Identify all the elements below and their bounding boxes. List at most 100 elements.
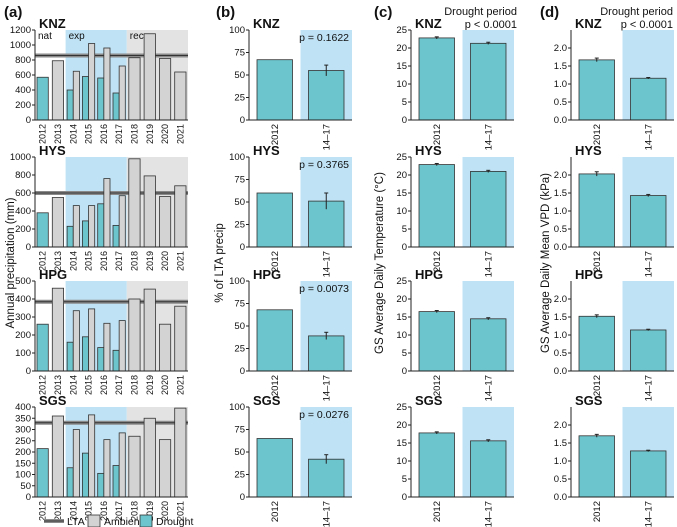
d-HYS-ytick-label: 0.0 <box>554 242 567 253</box>
a-HPG-xtick-label: 2014 <box>68 375 78 395</box>
d-SGS-ytick-label: 1.0 <box>554 456 567 467</box>
a-SGS-ytick-label: 250 <box>15 436 31 447</box>
a-SGS-xtick-label: 2021 <box>175 501 185 521</box>
a-HYS-bar-ambient-2015 <box>88 205 96 248</box>
b-site-title-KNZ: KNZ <box>253 16 280 31</box>
b-HPG-ytick-label: 100 <box>229 276 245 287</box>
a-KNZ-bar-drought-2012 <box>36 76 49 121</box>
b-HYS-ytick-label: 75 <box>234 175 245 186</box>
b-HYS-ytick-label: 100 <box>229 152 245 163</box>
a-period-label-rec: rec <box>130 31 144 42</box>
a-HYS-bar-ambient-2014 <box>72 205 80 248</box>
d-HYS-ytick-label: 1.5 <box>554 188 567 199</box>
a-SGS-ytick-label: 200 <box>15 447 31 458</box>
d-HPG-ytick-label: 0.5 <box>554 348 567 359</box>
c-site-title-KNZ: KNZ <box>415 16 442 31</box>
a-SGS-xtick-label: 2015 <box>84 501 94 521</box>
a-HPG-xtick-label: 2012 <box>38 375 48 395</box>
a-SGS-xtick-label: 2016 <box>99 501 109 521</box>
a-HPG-bar-drought-2012 <box>36 323 49 372</box>
a-HYS-xtick-label: 2014 <box>68 251 78 271</box>
a-HPG-ytick-label: 100 <box>15 348 31 359</box>
a-KNZ-xtick-label: 2012 <box>38 124 48 144</box>
a-KNZ-ytick-label: 800 <box>15 55 31 66</box>
c-HYS-xtick-label: 2012 <box>432 251 443 272</box>
a-SGS-xtick-label: 2019 <box>145 501 155 521</box>
a-HYS-bar-ambient-2020 <box>158 196 172 248</box>
d-HPG-ytick-label: 0.0 <box>554 366 567 377</box>
d-HYS-ytick-label: 1.0 <box>554 206 567 217</box>
b-HPG-ytick-label: 75 <box>234 299 245 310</box>
a-HPG-xtick-label: 2015 <box>84 375 94 395</box>
a-SGS-ytick-label: 100 <box>15 470 31 481</box>
a-HYS-ytick-label: 200 <box>15 224 31 235</box>
a-SGS-bar-ambient-2014 <box>72 429 80 498</box>
b-SGS-ytick-label: 50 <box>234 447 245 458</box>
a-KNZ-ytick-label: 600 <box>15 70 31 81</box>
b-HYS-ytick-label: 0 <box>240 242 245 253</box>
a-HYS-bar-ambient-2016 <box>103 178 111 248</box>
b-HPG-ytick-label: 0 <box>240 366 245 377</box>
d-site-title-HPG: HPG <box>575 267 603 282</box>
a-HYS-bar-drought-2016 <box>97 203 105 248</box>
d-HPG-ytick-label: 1.0 <box>554 330 567 341</box>
b-HPG-xtick-label: 14–17 <box>321 375 332 401</box>
legend-drought-swatch <box>139 514 153 527</box>
a-HYS-bar-ambient-2018 <box>128 158 141 248</box>
c-HPG-xtick-label: 2012 <box>432 375 443 396</box>
d-KNZ-xtick-label: 2012 <box>592 124 603 145</box>
a-KNZ-xtick-label: 2019 <box>145 124 155 144</box>
a-SGS-bar-ambient-2020 <box>158 439 172 498</box>
a-HYS-ytick-label: 1000 <box>10 152 31 163</box>
a-KNZ-bar-drought-2017 <box>112 92 120 121</box>
c-HPG-ytick-label: 0 <box>402 366 407 377</box>
c-KNZ-bar-2012 <box>418 37 455 121</box>
a-HYS-ytick-label: 800 <box>15 170 31 181</box>
d-KNZ-bar-14–17 <box>630 77 667 121</box>
a-HPG-bar-drought-2016 <box>97 347 105 372</box>
b-SGS-p-value: p = 0.0276 <box>299 409 349 421</box>
a-SGS-bar-drought-2017 <box>112 465 120 498</box>
a-ylabel: Annual precipitation (mm) <box>5 197 17 328</box>
c-KNZ-xtick-label: 2012 <box>432 124 443 145</box>
a-HPG-ytick-label: 500 <box>15 276 31 287</box>
b-ylabel: % of LTA precip <box>214 223 226 302</box>
d-site-title-HYS: HYS <box>575 143 602 158</box>
a-HPG-bar-drought-2017 <box>112 349 120 372</box>
a-HPG-ytick-label: 0 <box>26 366 31 377</box>
c-HYS-ytick-label: 5 <box>402 224 407 235</box>
d-SGS-bar-2012 <box>578 435 615 498</box>
a-HYS-xtick-label: 2013 <box>53 251 63 271</box>
b-SGS-xtick-label: 14–17 <box>321 501 332 527</box>
b-HPG-ytick-label: 50 <box>234 321 245 332</box>
a-SGS-ytick-label: 300 <box>15 425 31 436</box>
a-KNZ-bar-ambient-2016 <box>103 47 111 121</box>
c-KNZ-ytick-label: 5 <box>402 97 407 108</box>
a-SGS-bar-ambient-2013 <box>51 415 64 498</box>
d-HYS-ytick-label: 2.0 <box>554 170 567 181</box>
a-HYS-xtick-label: 2021 <box>175 251 185 271</box>
a-SGS-ytick-label: 350 <box>15 413 31 424</box>
a-HYS-ytick-label: 400 <box>15 206 31 217</box>
b-HYS-ytick-label: 25 <box>234 220 245 231</box>
d-p-value: p < 0.0001 <box>621 19 673 31</box>
c-drought-period-title: Drought period <box>444 6 517 18</box>
d-HPG-ytick-label: 1.5 <box>554 312 567 323</box>
a-SGS-bar-ambient-2018 <box>128 435 141 498</box>
b-HPG-p-value: p = 0.0073 <box>299 283 349 295</box>
d-drought-period-title: Drought period <box>600 6 673 18</box>
b-HYS-bar-2012 <box>256 192 293 248</box>
b-HYS-xtick-label: 2012 <box>270 251 281 272</box>
legend-ambient-swatch <box>87 514 101 527</box>
a-SGS-bar-drought-2016 <box>97 472 105 498</box>
a-SGS-bar-drought-2014 <box>66 467 74 498</box>
c-site-title-SGS: SGS <box>415 393 443 408</box>
a-HPG-xtick-label: 2019 <box>145 375 155 395</box>
d-HPG-bar-14–17 <box>630 329 667 372</box>
a-KNZ-ytick-label: 1200 <box>10 25 31 36</box>
d-HPG-xtick-label: 14–17 <box>643 375 654 401</box>
c-KNZ-ytick-label: 25 <box>396 25 407 36</box>
a-HYS-bar-ambient-2021 <box>174 185 187 248</box>
d-HPG-bar-2012 <box>578 315 615 372</box>
